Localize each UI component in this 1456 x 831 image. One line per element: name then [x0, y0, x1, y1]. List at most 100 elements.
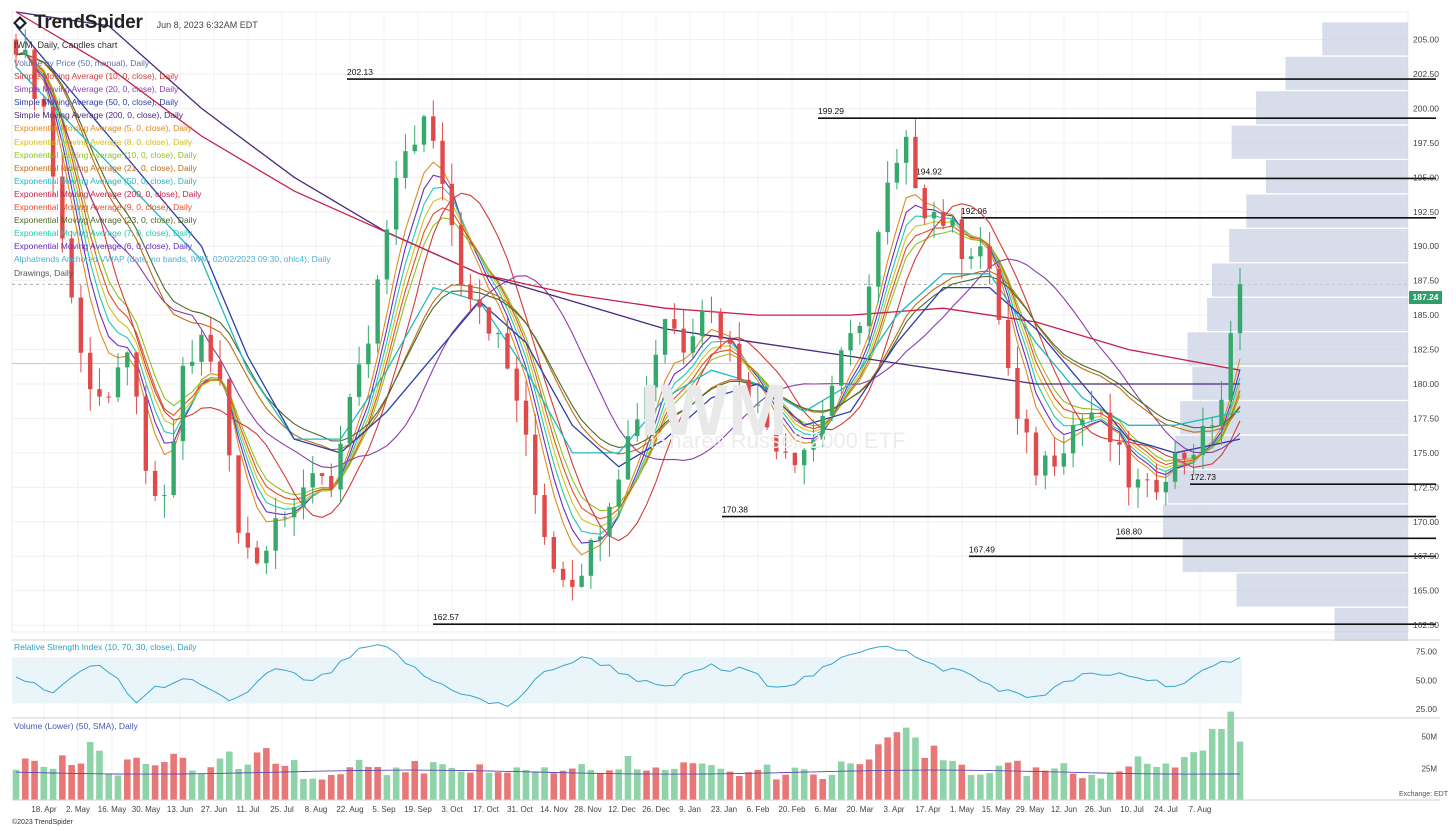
- candle-body: [570, 579, 575, 587]
- volume-bar: [374, 766, 381, 800]
- volume-bar: [40, 766, 48, 800]
- candle-body: [1154, 479, 1159, 493]
- candle-body: [199, 334, 204, 362]
- volume-bar: [86, 741, 94, 800]
- volume-bar: [541, 767, 548, 800]
- candle-body: [23, 49, 28, 55]
- level-label: 168.80: [1116, 526, 1142, 536]
- candle-body: [635, 419, 640, 437]
- volume-bar: [939, 760, 947, 800]
- indicator-legend-item[interactable]: Simple Moving Average (50, 0, close), Da…: [14, 97, 179, 108]
- candle-body: [97, 389, 102, 397]
- time-tick-label: 17. Oct: [473, 805, 500, 814]
- candle-body: [477, 299, 482, 308]
- price-tick-label: 167.50: [1413, 551, 1439, 561]
- level-label: 202.13: [347, 67, 373, 77]
- volume-bar: [327, 774, 335, 800]
- volume-bar: [1143, 763, 1151, 800]
- candle-body: [486, 307, 492, 334]
- volume-panel: 25M 50M: [12, 711, 1440, 801]
- volume-bar: [884, 737, 891, 800]
- indicator-legend-item[interactable]: Exponential Moving Average (50, 0, close…: [14, 175, 197, 186]
- volume-bar: [875, 744, 882, 800]
- candle-body: [1237, 284, 1243, 334]
- volume-by-price-bar: [1187, 332, 1408, 366]
- time-tick-label: 23. Jan: [711, 805, 737, 814]
- time-tick-label: 18. Apr: [31, 805, 57, 814]
- indicator-legend-item[interactable]: Volume by Price (50, manual), Daily: [14, 58, 150, 68]
- candle-body: [245, 532, 251, 548]
- volume-label: Volume (Lower) (50, SMA), Daily: [14, 721, 138, 731]
- price-tick-label: 172.50: [1413, 482, 1439, 492]
- candle-body: [1191, 454, 1196, 459]
- time-tick-label: 12. Dec: [608, 805, 636, 814]
- candle-body: [301, 487, 306, 508]
- level-label: 162.57: [433, 612, 459, 622]
- volume-bar: [810, 774, 817, 800]
- volume-bar: [318, 779, 326, 800]
- support-resistance-levels: 202.13 199.29 194.92 192.06 172.73 170.38 168.…: [347, 67, 1436, 625]
- indicator-legend-item[interactable]: Simple Moving Average (20, 0, close), Da…: [14, 84, 179, 95]
- candle-body: [1089, 412, 1094, 420]
- volume-bar: [828, 774, 836, 800]
- indicator-legend-item[interactable]: Drawings, Daily: [14, 267, 74, 278]
- volume-bar: [429, 762, 437, 800]
- candle-body: [384, 229, 390, 280]
- volume-bar: [1134, 756, 1142, 800]
- candle-body: [588, 539, 594, 576]
- volume-bar: [1162, 763, 1170, 800]
- volume-bar: [1227, 711, 1235, 800]
- indicator-legend-item[interactable]: Exponential Moving Average (21, 0, close…: [14, 162, 197, 173]
- candle-body: [236, 455, 241, 533]
- candle-body: [366, 343, 371, 365]
- candle-body: [393, 177, 399, 230]
- header-datetime: Jun 8, 2023 6:32AM EDT: [156, 20, 258, 30]
- volume-bar: [902, 727, 910, 800]
- indicator-legend-item[interactable]: Exponential Moving Average (10, 0, close…: [14, 149, 197, 160]
- candle-body: [431, 116, 436, 141]
- indicator-legend-item[interactable]: Exponential Moving Average (8, 0, close)…: [14, 136, 192, 147]
- candle-body: [1098, 412, 1104, 414]
- indicator-legend-item[interactable]: Exponential Moving Average (6, 0, close)…: [14, 241, 192, 252]
- header: TrendSpider Jun 8, 2023 6:32AM EDT: [12, 12, 258, 34]
- price-tick-label: 205.00: [1413, 35, 1439, 45]
- candle-body: [1145, 479, 1150, 481]
- candle-body: [978, 246, 983, 257]
- volume-bar: [290, 759, 298, 800]
- indicator-legend-item[interactable]: Exponential Moving Average (200, 0, clos…: [14, 188, 202, 199]
- indicator-legend-item[interactable]: Exponential Moving Average (7, 0, close)…: [14, 228, 192, 239]
- volume-bar: [1218, 729, 1225, 800]
- candle-body: [959, 219, 965, 259]
- candle-body: [913, 136, 918, 189]
- indicator-legend-item[interactable]: Simple Moving Average (10, 0, close), Da…: [14, 71, 179, 82]
- candle-body: [801, 449, 807, 466]
- candle-body: [1135, 479, 1141, 488]
- volume-by-price-bar: [1231, 125, 1408, 159]
- volume-bar: [281, 765, 289, 800]
- price-tick-label: 177.50: [1413, 413, 1439, 423]
- indicator-legend-item[interactable]: Simple Moving Average (200, 0, close), D…: [14, 110, 183, 121]
- time-tick-label: 2. May: [66, 805, 90, 814]
- candle-body: [1209, 425, 1215, 427]
- indicator-legend-item[interactable]: Exponential Moving Average (5, 0, close)…: [14, 123, 192, 134]
- indicator-legend-item[interactable]: Exponential Moving Average (9, 0, close)…: [14, 202, 192, 213]
- volume-bar: [476, 764, 483, 800]
- volume-bar: [754, 769, 762, 800]
- volume-bar: [1032, 767, 1040, 800]
- indicator-legend-item[interactable]: Alphatrends Anchored VWAP (date, no band…: [14, 254, 331, 265]
- volume-bar: [12, 769, 20, 800]
- candle-body: [125, 352, 130, 368]
- volume-bar: [96, 750, 103, 800]
- volume-bar: [439, 764, 446, 800]
- candle-body: [764, 404, 770, 428]
- indicator-legend-item[interactable]: Exponential Moving Average (23, 0, close…: [14, 215, 197, 226]
- candle-body: [32, 49, 37, 99]
- volume-bar: [773, 779, 780, 800]
- candle-body: [180, 365, 186, 442]
- candle-body: [560, 568, 566, 580]
- sma-10-line: [15, 51, 1241, 542]
- price-tick-label: 197.50: [1413, 138, 1439, 148]
- candle-body: [412, 144, 417, 152]
- volume-bar: [198, 773, 205, 800]
- time-tick-label: 15. May: [982, 805, 1010, 814]
